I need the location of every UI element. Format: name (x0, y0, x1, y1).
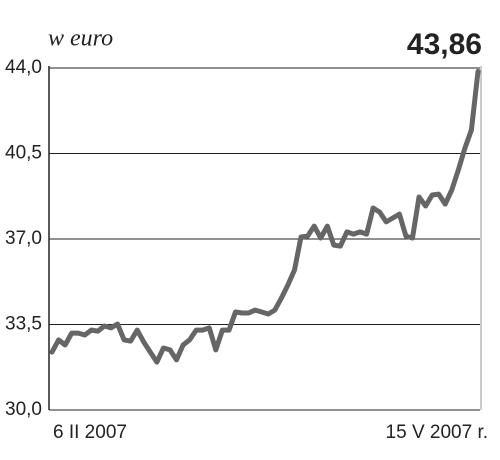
price-line (49, 68, 481, 365)
x-tick-label: 15 V 2007 r. (386, 422, 488, 443)
y-tick-label: 30,0 (5, 399, 42, 420)
y-tick-label: 33,5 (5, 314, 42, 335)
y-tick-label: 37,0 (5, 228, 42, 249)
last-value-label: 43,86 (407, 28, 482, 61)
unit-label: w euro (48, 26, 113, 52)
y-tick-label: 44,0 (5, 57, 42, 78)
x-tick-label: 6 II 2007 (53, 422, 127, 443)
y-tick-label: 40,5 (5, 143, 42, 164)
